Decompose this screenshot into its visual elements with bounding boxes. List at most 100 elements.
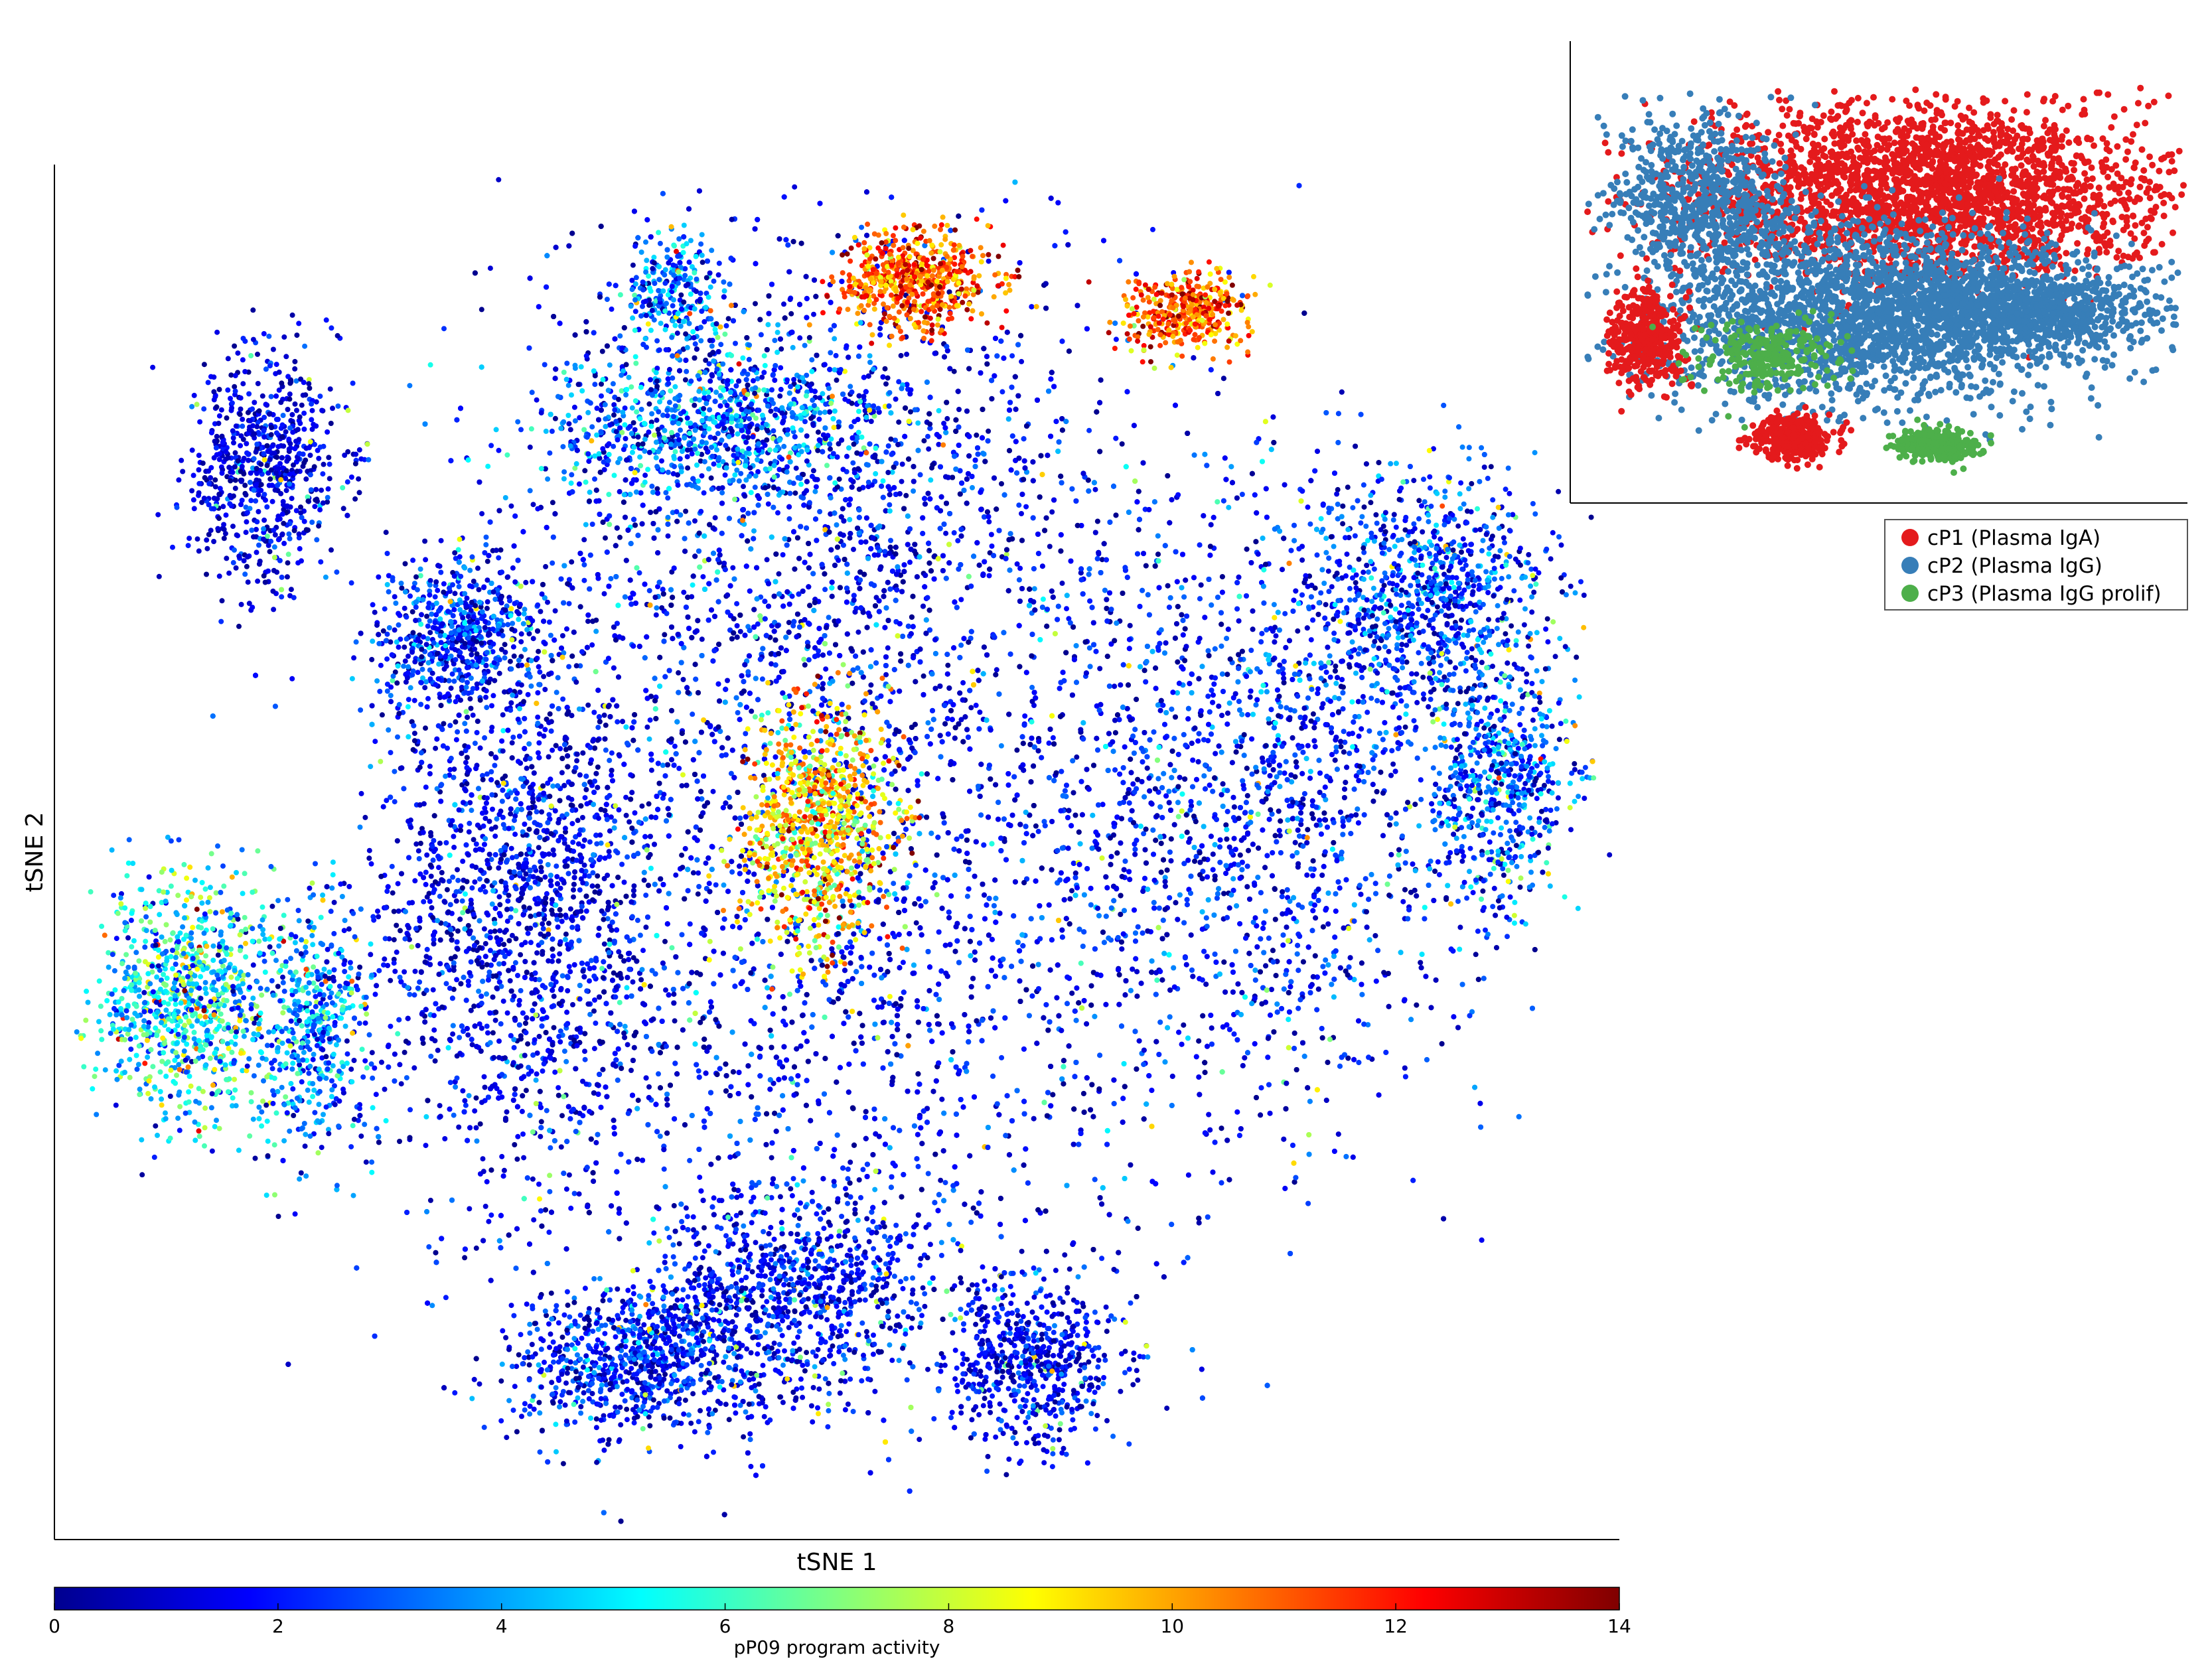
main-scatter-point (827, 409, 832, 415)
main-scatter-point (901, 766, 907, 772)
main-scatter-point (765, 916, 771, 922)
main-scatter-point (948, 228, 954, 234)
main-scatter-point (630, 888, 636, 894)
main-scatter-point (1091, 480, 1097, 486)
main-scatter-point (891, 484, 897, 490)
main-scatter-point (887, 586, 893, 592)
main-scatter-point (617, 1021, 623, 1027)
main-scatter-point (496, 177, 502, 182)
main-scatter-point (376, 632, 382, 638)
main-scatter-point (938, 494, 944, 500)
main-scatter-point (682, 548, 688, 554)
main-scatter-point (900, 633, 906, 639)
main-scatter-point (1196, 676, 1202, 682)
main-scatter-point (1111, 483, 1116, 489)
main-scatter-point (863, 539, 869, 545)
main-scatter-point (1055, 603, 1061, 609)
main-scatter-point (541, 618, 547, 624)
main-scatter-point (1189, 741, 1195, 747)
main-scatter-point (883, 654, 889, 660)
main-scatter-point (826, 614, 832, 620)
main-scatter-point (577, 550, 583, 556)
main-scatter-point (987, 550, 993, 556)
main-scatter-point (926, 607, 932, 613)
main-scatter-point (901, 506, 907, 512)
main-scatter-point (1063, 419, 1069, 425)
main-scatter-point (786, 269, 792, 275)
main-scatter-point (643, 687, 649, 693)
main-scatter-point (508, 503, 514, 509)
main-scatter-point (1047, 543, 1053, 549)
main-scatter-point (917, 472, 923, 478)
main-scatter-point (581, 537, 587, 543)
main-scatter-point (733, 695, 739, 701)
main-scatter-point (813, 484, 819, 490)
main-scatter-point (930, 707, 935, 713)
main-scatter-point (1063, 650, 1069, 656)
main-scatter-point (773, 637, 778, 643)
main-scatter-point (957, 491, 963, 497)
main-scatter-point (880, 374, 886, 380)
main-scatter-point (989, 543, 995, 549)
main-scatter-point (597, 294, 603, 300)
main-scatter-point (1141, 831, 1147, 837)
main-scatter-point (1253, 539, 1259, 545)
main-scatter-point (726, 794, 732, 800)
main-scatter-point (958, 717, 964, 723)
main-scatter-point (1037, 494, 1043, 500)
main-scatter-point (627, 577, 633, 583)
main-scatter-point (806, 657, 812, 663)
main-scatter-point (771, 504, 776, 510)
main-scatter-point (822, 571, 828, 577)
main-scatter-point (716, 547, 722, 553)
main-scatter-point (992, 373, 997, 379)
main-scatter-point (885, 645, 891, 651)
main-scatter-point (864, 189, 869, 195)
main-scatter-point (953, 417, 959, 423)
main-scatter-point (666, 833, 672, 839)
main-scatter-point (851, 593, 857, 599)
main-scatter-point (1080, 470, 1086, 476)
main-scatter-point (717, 403, 723, 409)
main-scatter-point (813, 293, 819, 299)
main-scatter-point (804, 525, 810, 531)
main-scatter-point (1141, 551, 1146, 557)
main-scatter-point (487, 265, 493, 271)
main-scatter-point (358, 630, 364, 636)
main-scatter-point (864, 232, 870, 238)
main-scatter-point (791, 529, 796, 535)
main-scatter-point (640, 502, 646, 508)
main-scatter-point (657, 684, 663, 689)
main-scatter-point (800, 588, 806, 594)
main-scatter-point (1135, 551, 1140, 557)
main-scatter-point (912, 541, 918, 547)
main-scatter-point (1035, 397, 1040, 403)
main-scatter-point (653, 509, 659, 515)
main-scatter-point (814, 538, 820, 543)
main-scatter-point (686, 520, 692, 526)
main-scatter-point (1096, 549, 1102, 555)
main-scatter-point (670, 636, 676, 642)
main-scatter-point (657, 654, 663, 660)
main-scatter-point (868, 682, 874, 688)
main-scatter-point (855, 629, 861, 635)
main-scatter-point (553, 244, 559, 250)
main-scatter-point (780, 669, 786, 675)
main-scatter-point (960, 697, 966, 703)
main-scatter-point (647, 602, 653, 608)
main-scatter-point (1059, 480, 1065, 486)
main-scatter-point (909, 614, 915, 620)
main-scatter-point (1097, 666, 1103, 672)
main-scatter-point (873, 757, 879, 762)
main-scatter-point (944, 415, 950, 421)
main-scatter-point (891, 881, 897, 887)
main-scatter-point (1023, 504, 1029, 510)
main-scatter-point (690, 573, 696, 579)
main-scatter-point (885, 618, 891, 623)
main-scatter-point (964, 408, 970, 414)
main-scatter-point (669, 624, 674, 630)
main-scatter-point (932, 350, 938, 356)
main-scatter-point (664, 762, 670, 768)
main-scatter-point (552, 637, 557, 643)
